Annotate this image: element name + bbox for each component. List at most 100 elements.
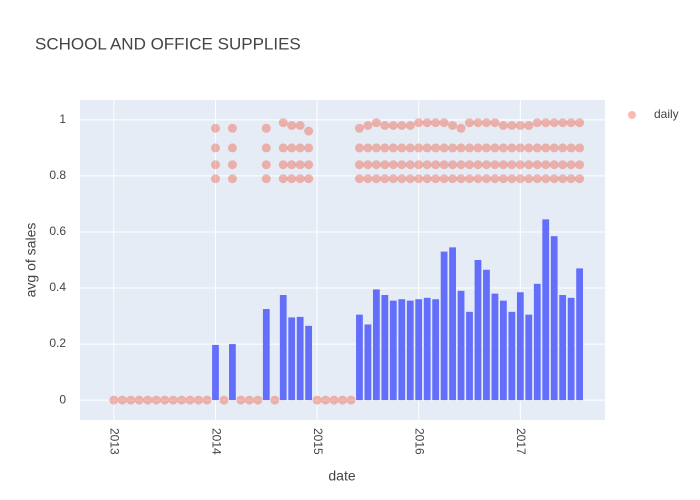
scatter-point	[253, 395, 263, 405]
scatter-point	[490, 143, 500, 153]
bar	[525, 314, 533, 401]
scatter-point	[287, 160, 297, 170]
bar	[398, 299, 406, 401]
scatter-point	[210, 123, 220, 133]
scatter-point	[541, 160, 551, 170]
scatter-point	[456, 174, 466, 184]
scatter-point	[566, 160, 576, 170]
scatter-point	[117, 395, 127, 405]
scatter-point	[515, 160, 525, 170]
scatter-point	[524, 174, 534, 184]
scatter-point	[549, 143, 559, 153]
scatter-point	[473, 160, 483, 170]
scatter-point	[380, 174, 390, 184]
scatter-point	[168, 395, 178, 405]
scatter-point	[541, 174, 551, 184]
scatter-point	[473, 143, 483, 153]
scatter-point	[414, 118, 424, 128]
scatter-point	[515, 143, 525, 153]
scatter-point	[532, 160, 542, 170]
bar	[372, 289, 380, 401]
bar	[423, 297, 431, 401]
scatter-point	[236, 395, 246, 405]
bar	[279, 295, 287, 401]
scatter-point	[481, 174, 491, 184]
scatter-point	[227, 160, 237, 170]
scatter-point	[397, 143, 407, 153]
scatter-point	[507, 174, 517, 184]
scatter-point	[422, 174, 432, 184]
scatter-point	[354, 123, 364, 133]
bar	[533, 283, 541, 401]
scatter-point	[287, 120, 297, 130]
x-tick-label: 2017	[514, 428, 528, 455]
bar	[440, 251, 448, 401]
y-tick-label: 0	[59, 392, 66, 406]
scatter-point	[227, 174, 237, 184]
scatter-point	[295, 143, 305, 153]
scatter-point	[414, 160, 424, 170]
scatter-point	[295, 160, 305, 170]
scatter-point	[177, 395, 187, 405]
scatter-point	[473, 118, 483, 128]
legend-marker	[628, 111, 636, 119]
scatter-point	[431, 174, 441, 184]
y-tick-label: 0.8	[49, 168, 66, 182]
scatter-point	[405, 174, 415, 184]
scatter-point	[380, 160, 390, 170]
scatter-point	[143, 395, 153, 405]
scatter-point	[439, 143, 449, 153]
scatter-point	[414, 143, 424, 153]
scatter-point	[126, 395, 136, 405]
bar	[516, 292, 524, 401]
bar	[491, 293, 499, 401]
scatter-point	[278, 118, 288, 128]
chart-title: SCHOOL AND OFFICE SUPPLIES	[35, 34, 301, 53]
scatter-point	[151, 395, 161, 405]
y-tick-label: 0.6	[49, 224, 66, 238]
scatter-point	[448, 143, 458, 153]
scatter-point	[304, 174, 314, 184]
scatter-point	[507, 160, 517, 170]
scatter-point	[422, 118, 432, 128]
y-tick-label: 1	[59, 112, 66, 126]
scatter-point	[473, 174, 483, 184]
scatter-point	[397, 160, 407, 170]
bar	[559, 295, 567, 401]
scatter-point	[481, 118, 491, 128]
scatter-point	[363, 120, 373, 130]
scatter-point	[219, 395, 229, 405]
scatter-point	[532, 174, 542, 184]
scatter-point	[388, 143, 398, 153]
scatter-point	[498, 174, 508, 184]
scatter-point	[371, 160, 381, 170]
scatter-point	[329, 395, 339, 405]
scatter-point	[507, 143, 517, 153]
scatter-point	[566, 143, 576, 153]
scatter-point	[371, 118, 381, 128]
scatter-point	[405, 143, 415, 153]
scatter-point	[490, 118, 500, 128]
scatter-point	[465, 118, 475, 128]
x-tick-label: 2015	[311, 428, 325, 455]
scatter-point	[439, 174, 449, 184]
bar	[483, 269, 490, 401]
scatter-point	[227, 123, 237, 133]
scatter-point	[312, 395, 322, 405]
x-axis-label: date	[328, 468, 355, 484]
scatter-point	[405, 120, 415, 130]
scatter-point	[558, 118, 568, 128]
bar	[474, 260, 482, 401]
scatter-point	[431, 118, 441, 128]
scatter-point	[456, 160, 466, 170]
scatter-point	[405, 160, 415, 170]
bar	[457, 290, 465, 401]
scatter-point	[465, 160, 475, 170]
scatter-point	[575, 118, 585, 128]
scatter-point	[558, 174, 568, 184]
scatter-point	[456, 123, 466, 133]
scatter-point	[295, 120, 305, 130]
scatter-point	[338, 395, 347, 405]
scatter-point	[321, 395, 331, 405]
y-tick-label: 0.4	[49, 280, 66, 294]
